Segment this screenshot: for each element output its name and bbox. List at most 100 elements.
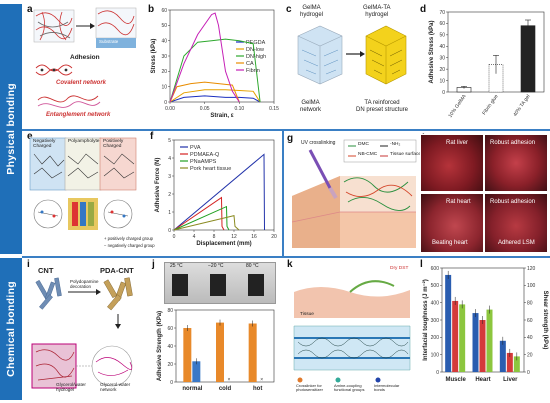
chart-l-ytick-label: 500: [431, 283, 440, 289]
chart-l-bar: [513, 356, 520, 372]
chart-f-xtick-label: 0: [173, 234, 176, 240]
pda-cnt-label: PDA-CNT: [100, 266, 134, 275]
chart-b-legend-label: CA: [246, 61, 254, 67]
panel-label-b: b: [148, 4, 155, 15]
chart-d-ytick-label: 60: [439, 21, 445, 27]
physical-bonding-label: Physical bonding: [5, 83, 17, 175]
chart-f-series-pva: [173, 153, 265, 231]
chart-l-ytick-right-label: 80: [527, 300, 533, 306]
chart-l-bar: [479, 320, 486, 372]
chart-d-ytick-label: 70: [439, 10, 445, 16]
chart-f-y-axis-label: Adhesive Force (N): [155, 158, 161, 213]
panel-i-schematic: [31, 277, 133, 389]
chart-f-xtick-label: 8: [213, 234, 216, 240]
intermolecular-label: Intermolecular bonds: [374, 383, 400, 393]
chart-l-category-label: Liver: [503, 377, 518, 383]
polyampholyte-label: Polyampholyte: [68, 139, 100, 144]
chart-b: 0 10 20 30 40 50 60 0.00 0.05 0.10 0.15 Strain, ε St…: [151, 8, 279, 119]
chart-f-legend-label: Pork heart tissue: [190, 166, 231, 172]
temp-80: 80 °C: [246, 263, 259, 269]
chart-l-category-label: Heart: [475, 377, 490, 383]
panel-e-schematic: [29, 137, 137, 230]
panel-label-e: e: [27, 131, 33, 142]
chart-f-series-pdmaea-q: [173, 196, 225, 231]
uv-crosslinking-label: UV crosslinking: [301, 140, 336, 146]
cnt-label: CNT: [38, 266, 54, 275]
panel-label-d: d: [420, 4, 427, 15]
divider-h3: [22, 256, 550, 258]
entanglement-network-label: Entanglement network: [46, 112, 111, 118]
chart-f-ytick-label: 0: [168, 228, 171, 234]
gelma-network-label: GelMA network: [300, 100, 322, 113]
chart-f-xtick-label: 20: [271, 234, 277, 240]
panel-k-schematic: [293, 280, 411, 383]
divider-v1: [282, 129, 284, 256]
crosslinker-label: Crosslinker for photosensitizer: [296, 383, 323, 393]
rat-heart-text: Rat heart: [446, 199, 471, 205]
chart-b-xtick-label: 0.05: [200, 106, 210, 112]
panel-label-k: k: [287, 259, 293, 270]
chart-d-category-label: 10% GelMA: [447, 93, 468, 119]
photo-robust-adhesion-1: [484, 134, 548, 192]
divider-h1: [22, 129, 282, 131]
chart-b-ytick-label: 20: [161, 69, 167, 75]
chart-f-series-pork-heart-tissue: [173, 214, 240, 231]
divider-h2: [282, 129, 550, 131]
nh2-label: -NH₂: [390, 142, 401, 147]
chart-l-ytick-label: 200: [431, 335, 440, 341]
chart-f-xtick-label: 4: [193, 234, 196, 240]
panel-a-schematic: [33, 7, 137, 108]
chart-l-bar: [445, 274, 452, 372]
nbcmc-label: NB-CMC: [358, 152, 378, 157]
chart-l-bar: [486, 309, 493, 372]
chart-l-bar: [459, 304, 466, 372]
chart-j-ytick-label: 60: [167, 326, 173, 332]
chart-j-ytick-label: 80: [167, 308, 173, 314]
chart-b-ytick-label: 30: [161, 54, 167, 60]
chart-f-legend-label: PDMAEA-Q: [190, 152, 220, 158]
gelma-ta-hydrogel-label: GelMA-TA hydrogel: [363, 5, 391, 18]
rat-liver-text: Rat liver: [446, 140, 469, 146]
chart-f-ytick-label: 4: [168, 156, 171, 162]
chart-d-y-axis-label: Adhesive Stress (kPa): [429, 20, 435, 83]
chart-b-legend-label: Fibrin: [246, 68, 260, 74]
uv-polymerization-label: UV initiated free radical polymerization: [34, 323, 62, 337]
chart-b-ytick-label: 40: [161, 38, 167, 44]
panel-c-schematic: [297, 25, 407, 85]
chart-j: 0 20 40 60 80 Adhesive Strength (KPa) normal × c…: [157, 308, 275, 392]
neg-charged-label: Negatively Charged: [33, 139, 56, 150]
chart-l-ytick-label: 0: [436, 370, 439, 376]
chart-j-bar: [192, 361, 201, 382]
chart-f-series-pnaamps: [173, 205, 230, 231]
photo-rat-liver: [420, 134, 484, 192]
panel-label-f: f: [150, 131, 154, 142]
chart-f-ytick-label: 3: [168, 174, 171, 180]
sample-block-2: [210, 274, 226, 296]
chart-d-ytick-label: 20: [439, 67, 445, 73]
chart-d-ytick-label: 10: [439, 78, 445, 84]
chart-j-zero-mark: ×: [228, 377, 231, 383]
chart-d-bar: [520, 25, 536, 93]
negative-key-label: − negatively charged group: [104, 243, 155, 248]
chart-d-ytick-label: 0: [442, 90, 445, 96]
chart-f-xtick-label: 12: [231, 234, 237, 240]
chart-b-xtick-label: 0.10: [234, 106, 244, 112]
chart-d-ytick-label: 40: [439, 44, 445, 50]
panel-label-l: l: [420, 259, 423, 270]
chart-j-ytick-label: 20: [167, 362, 173, 368]
beating-heart-text: Beating heart: [432, 240, 468, 246]
robust-adhesion-text-1: Robust adhesion: [490, 140, 536, 146]
dmc-label: DMC: [358, 142, 369, 147]
chart-b-xtick-label: 0.00: [165, 106, 175, 112]
physical-bonding-band: Physical bonding: [0, 4, 22, 254]
sample-block-1: [172, 274, 188, 296]
dry-dst-label: Dry DST: [390, 266, 409, 271]
chart-j-bar: [216, 322, 224, 382]
panel-label-j: j: [152, 259, 155, 270]
chart-b-series-dn-high: [169, 38, 261, 103]
chart-f-ytick-label: 1: [168, 210, 171, 216]
chart-b-ytick-label: 0: [164, 100, 167, 106]
photo-rat-heart: [420, 193, 484, 253]
chart-b-xtick-label: 0.15: [269, 106, 279, 112]
